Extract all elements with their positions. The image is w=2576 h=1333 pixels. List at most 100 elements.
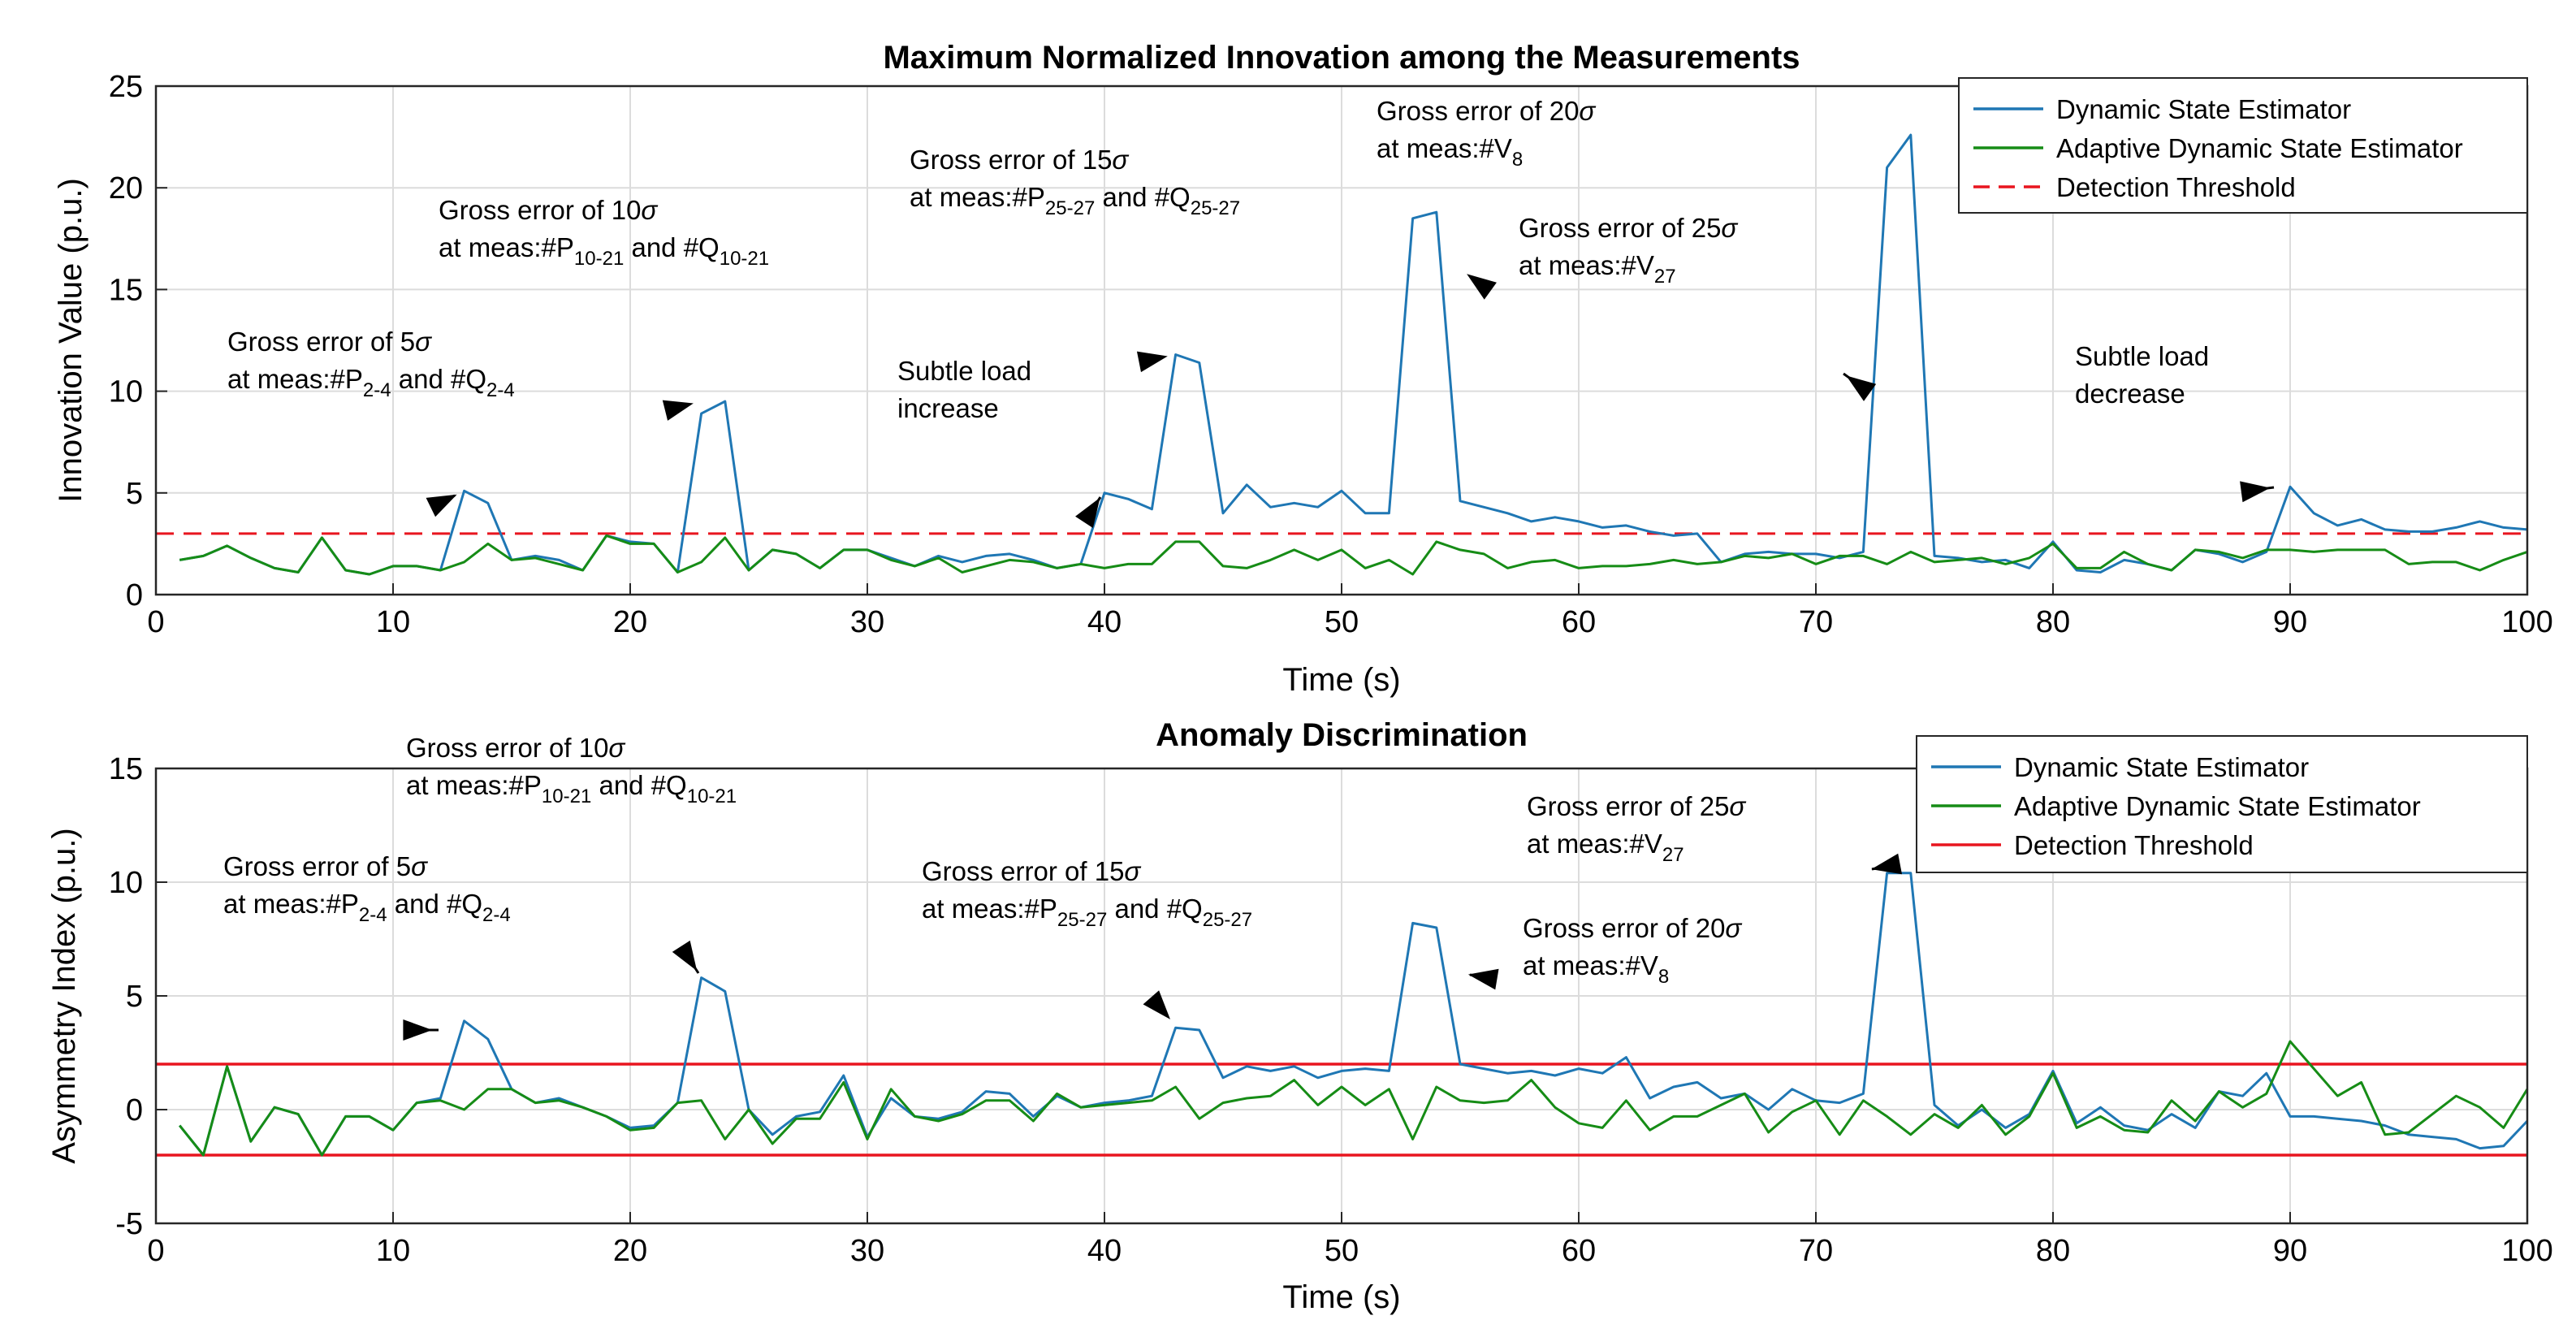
annotation: Gross error of 25σ at meas:#V27 [1527,791,1903,875]
y-axis-label: Asymmetry Index (p.u.) [46,828,82,1163]
annotation-text: Gross error of 5 [223,851,411,881]
legend-label: Detection Threshold [2014,830,2254,860]
annotation-subscript: 25-27 [1191,197,1240,219]
annotation-line1: Gross error of 10σ [406,733,625,763]
legend-item-adse[interactable]: Adaptive Dynamic State Estimator [1931,791,2421,821]
legend-item-dse[interactable]: Dynamic State Estimator [1931,752,2309,782]
x-tick-label: 80 [2036,605,2070,639]
x-tick-label: 0 [147,1234,164,1268]
legend-label: Dynamic State Estimator [2056,94,2351,124]
annotation-text: Gross error of 15 [922,856,1124,886]
y-tick-label: 15 [109,273,143,307]
y-tick-label: 5 [126,477,143,511]
annotation: Gross error of 25σ at meas:#V27 [1519,213,1877,401]
annotation-line2: at meas:#V27 [1519,250,1676,288]
legend: Dynamic State Estimator Adaptive Dynamic … [1958,77,2528,214]
chart-title: Anomaly Discrimination [1156,717,1528,753]
annotation-text: and #Q [391,364,486,394]
annotation-arrow-head [426,494,457,517]
annotation-text: Gross error of 25 [1527,791,1729,821]
x-tick-label: 10 [376,1234,410,1268]
x-tick-label: 0 [147,605,164,639]
x-tick-label: 20 [613,1234,647,1268]
annotation-line2: at meas:#P25-27 and #Q25-27 [910,182,1240,219]
annotation-arrow-head [1075,497,1100,528]
annotation-text: Gross error of 15 [910,145,1112,175]
x-tick-label: 90 [2273,605,2307,639]
annotation: Gross error of 15σ at meas:#P25-27 and #Q… [922,856,1252,1019]
legend-item-adse[interactable]: Adaptive Dynamic State Estimator [1973,133,2463,163]
annotation-subscript: 10-21 [542,786,591,807]
sigma-symbol: σ [641,195,658,225]
legend-item-dse[interactable]: Dynamic State Estimator [1973,94,2351,124]
legend-label: Detection Threshold [2056,172,2296,202]
legend-item-threshold[interactable]: Detection Threshold [1931,830,2254,860]
x-tick-label: 80 [2036,1234,2070,1268]
legend-box [1916,735,2528,873]
sigma-symbol: σ [1579,96,1596,126]
annotation-arrow-head [1846,375,1877,401]
annotation-text: Gross error of 10 [406,733,608,763]
annotation-arrow-head [1136,351,1168,373]
annotation: Gross error of 20σ at meas:#V8 [1377,96,1596,300]
annotation: Gross error of 20σ at meas:#V8 [1467,913,1742,990]
annotation-arrow-head [1143,990,1171,1019]
annotation-line1: Gross error of 25σ [1527,791,1746,821]
x-tick-label: 90 [2273,1234,2307,1268]
annotation: Gross error of 15σ at meas:#P25-27 and #Q… [910,145,1240,373]
y-tick-label: 10 [109,375,143,409]
sigma-symbol: σ [1124,856,1141,886]
y-tick-label: 25 [109,70,143,104]
annotation-text: at meas:#V [1527,829,1662,859]
annotation-text: Subtle load [2075,341,2209,371]
x-tick-label: 50 [1325,605,1359,639]
annotation-text: and #Q [387,889,482,919]
annotation-line1: Gross error of 5σ [223,851,428,881]
legend-box [1958,77,2528,214]
y-tick-label: 15 [109,752,143,786]
y-tick-label: -5 [115,1207,143,1241]
annotation: Subtle load decrease [2075,341,2275,503]
annotation-line2: at meas:#P25-27 and #Q25-27 [922,894,1252,931]
annotation-line1: Gross error of 25σ [1519,213,1738,243]
annotation-text: increase [897,393,999,423]
annotation-subscript: 8 [1512,149,1523,171]
legend-label: Adaptive Dynamic State Estimator [2056,133,2463,163]
y-tick-label: 10 [109,866,143,900]
annotation-line2: at meas:#V8 [1377,133,1523,171]
annotation-line1: Gross error of 20σ [1377,96,1596,126]
sigma-symbol: σ [1725,913,1742,943]
annotation-subscript: 10-21 [687,786,737,807]
x-axis-label: Time (s) [1282,662,1400,698]
annotation-line2: at meas:#V27 [1527,829,1684,866]
sigma-symbol: σ [608,733,625,763]
x-tick-label: 100 [2501,605,2552,639]
sigma-symbol: σ [1112,145,1129,175]
annotation-subscript: 2-4 [482,904,511,926]
annotation-subscript: 27 [1662,844,1684,866]
annotation-text: at meas:#V [1523,950,1658,980]
annotation-text: and #Q [1095,182,1190,212]
x-tick-label: 100 [2501,1234,2552,1268]
axes-frame [154,767,2529,1225]
annotation-arrow-head [1467,968,1499,990]
legend-item-threshold[interactable]: Detection Threshold [1973,172,2296,202]
annotation-line2: at meas:#P2-4 and #Q2-4 [227,364,515,401]
annotation-subscript: 2-4 [359,904,387,926]
x-tick-label: 60 [1562,605,1596,639]
annotation-line1: Subtle load [2075,341,2209,371]
x-tick-label: 70 [1799,1234,1833,1268]
annotation-line1: Gross error of 15σ [922,856,1141,886]
annotation-subscript: 10-21 [574,248,624,270]
annotation-text: Gross error of 10 [439,195,641,225]
annotation-arrow-head [2240,481,2271,503]
sigma-symbol: σ [415,327,432,357]
sigma-symbol: σ [1729,791,1746,821]
sigma-symbol: σ [1721,213,1738,243]
